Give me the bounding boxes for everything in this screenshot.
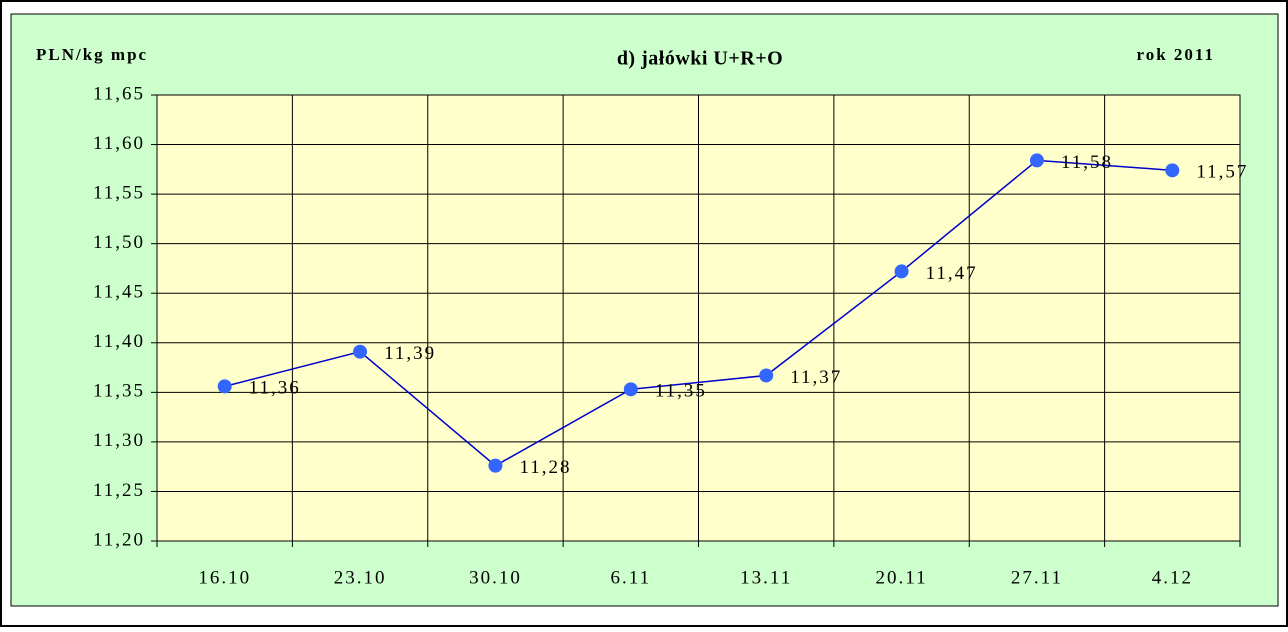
y-tick-label: 11,50: [93, 232, 145, 253]
data-point: [623, 382, 638, 397]
data-label: 11,37: [790, 367, 842, 388]
y-tick-label: 11,20: [93, 529, 145, 550]
x-tick-label: 6.11: [611, 567, 652, 588]
y-tick-label: 11,60: [93, 133, 145, 154]
x-tick-label: 20.11: [876, 567, 928, 588]
data-label: 11,35: [655, 381, 707, 402]
chart-title: d) jałówki U+R+O: [617, 48, 783, 70]
y-tick-label: 11,30: [93, 430, 145, 451]
data-label: 11,47: [926, 263, 978, 284]
y-tick-label: 11,65: [93, 83, 145, 104]
data-point: [1165, 163, 1180, 178]
data-point: [488, 458, 503, 473]
x-tick-label: 4.12: [1152, 567, 1193, 588]
data-point: [1029, 153, 1044, 168]
data-label: 11,57: [1196, 162, 1248, 183]
x-tick-label: 27.11: [1011, 567, 1063, 588]
y-tick-label: 11,25: [93, 480, 145, 501]
data-label: 11,58: [1061, 152, 1113, 173]
data-point: [894, 264, 909, 279]
y-tick-label: 11,55: [93, 182, 145, 203]
data-point: [759, 368, 774, 383]
annotation: rok 2011: [1136, 45, 1215, 64]
data-point: [353, 344, 368, 359]
data-label: 11,36: [249, 378, 301, 399]
y-tick-label: 11,45: [93, 282, 145, 303]
y-tick-label: 11,35: [93, 381, 145, 402]
series-line: [224, 159, 1173, 467]
data-point: [217, 379, 232, 394]
x-tick-label: 30.10: [469, 567, 522, 588]
x-tick-label: 13.11: [740, 567, 792, 588]
x-tick-label: 23.10: [334, 567, 387, 588]
y-axis-label: PLN/kg mpc: [36, 45, 148, 64]
data-label: 11,39: [384, 343, 436, 364]
x-tick-label: 16.10: [198, 567, 251, 588]
y-tick-label: 11,40: [93, 331, 145, 352]
data-label: 11,28: [519, 457, 571, 478]
